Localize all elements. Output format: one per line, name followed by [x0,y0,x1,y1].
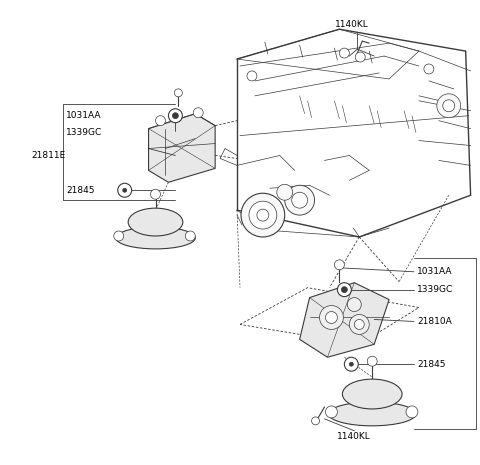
Circle shape [185,231,195,241]
Circle shape [355,52,365,62]
Text: 1031AA: 1031AA [66,111,102,120]
Circle shape [123,188,127,192]
Circle shape [341,287,348,292]
Circle shape [367,356,377,366]
Circle shape [348,298,361,312]
Circle shape [193,108,203,118]
Circle shape [354,319,364,329]
Circle shape [118,183,132,197]
Circle shape [247,71,257,81]
Ellipse shape [342,379,402,409]
Text: 1339GC: 1339GC [417,285,453,294]
Circle shape [437,94,461,118]
Circle shape [114,231,124,241]
Text: 21811E: 21811E [31,151,65,160]
Circle shape [312,417,320,425]
Circle shape [249,201,277,229]
Text: 1031AA: 1031AA [417,267,453,276]
Text: 21845: 21845 [66,186,95,195]
Ellipse shape [328,402,416,426]
Circle shape [349,362,353,366]
Circle shape [337,283,351,297]
Text: 21845: 21845 [417,360,445,369]
Ellipse shape [116,227,195,249]
Circle shape [257,209,269,221]
Circle shape [335,260,344,270]
Text: 1339GC: 1339GC [66,128,102,137]
Circle shape [344,357,358,371]
Text: 1140KL: 1140KL [337,432,371,441]
Circle shape [443,100,455,112]
Circle shape [325,312,337,324]
Circle shape [151,189,160,199]
Circle shape [406,406,418,418]
Circle shape [156,116,166,126]
Circle shape [292,192,308,208]
Polygon shape [148,114,215,182]
Text: 21810A: 21810A [417,317,452,326]
Circle shape [172,113,179,119]
Circle shape [424,64,434,74]
Circle shape [339,48,349,58]
Circle shape [349,314,369,334]
Circle shape [325,406,337,418]
Circle shape [241,193,285,237]
Circle shape [277,184,293,200]
Circle shape [320,306,343,329]
Polygon shape [300,283,389,357]
Circle shape [168,109,182,123]
Circle shape [174,89,182,97]
Circle shape [285,185,314,215]
Ellipse shape [128,208,183,236]
Text: 1140KL: 1140KL [336,20,369,29]
